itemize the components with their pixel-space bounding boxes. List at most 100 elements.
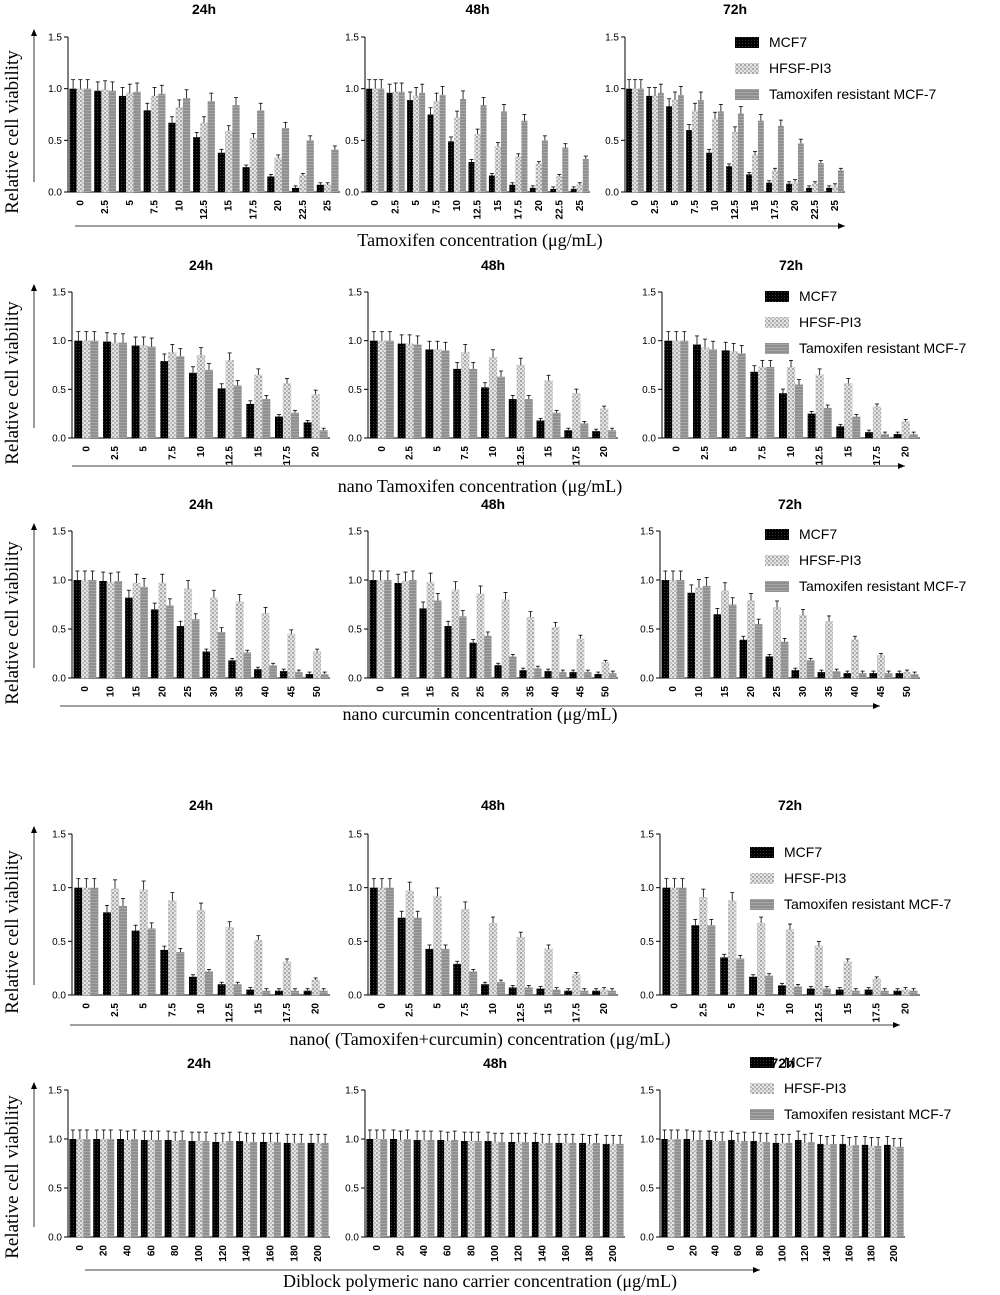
panel-48h: 48h 0.0 0.5 1.0 1.5 0 10 15 20 25 30 35 40 45 50 [348,496,618,697]
bar-hfsf-pi3 [405,890,414,996]
x-tick-label: 10 [785,1003,796,1015]
bar-tamoxifen-resistant-mcf-7 [830,1143,837,1237]
y-tick-label: 1.5 [642,288,656,299]
bar-tamoxifen-resistant-mcf-7 [521,120,528,192]
bar-hfsf-pi3 [225,359,234,439]
bar-hfsf-pi3 [585,1143,594,1238]
bar-tamoxifen-resistant-mcf-7 [182,97,191,192]
bar-tamoxifen-resistant-mcf-7 [680,340,689,438]
bar-tamoxifen-resistant-mcf-7 [785,1142,793,1237]
x-tick-label: 20 [395,1245,406,1257]
bar-hfsf-pi3 [576,184,583,193]
bar-mcf7 [864,989,873,995]
x-axis-label: nano curcumin concentration (μg/mL) [342,704,617,725]
x-tick-label: 15 [426,686,437,698]
bar-mcf7 [481,387,489,438]
y-tick-label: 1.0 [348,576,362,587]
bar-mcf7 [419,608,427,678]
bar-hfsf-pi3 [209,597,218,679]
y-tick-label: 1.5 [348,830,362,841]
y-tick-label: 0.0 [48,188,62,199]
bar-tamoxifen-resistant-mcf-7 [427,1139,435,1237]
bar-hfsf-pi3 [287,633,296,679]
y-tick-label: 1.5 [52,527,66,538]
bar-hfsf-pi3 [461,908,470,996]
legend-label: HFSF-PI3 [769,60,831,76]
bar-hfsf-pi3 [254,374,263,439]
x-tick-label: 22.5 [298,200,309,220]
bar-tamoxifen-resistant-mcf-7 [696,1139,704,1237]
bar-tamoxifen-resistant-mcf-7 [439,94,446,192]
x-tick-label: 180 [867,1245,878,1262]
bar-mcf7 [683,1139,691,1237]
bar-mcf7 [508,399,517,438]
bar-tamoxifen-resistant-mcf-7 [176,952,185,995]
bar-hfsf-pi3 [150,95,159,193]
bar-tamoxifen-resistant-mcf-7 [582,158,589,192]
bar-tamoxifen-resistant-mcf-7 [451,1139,459,1237]
x-tick-label: 7.5 [460,446,471,460]
bar-mcf7 [117,1139,125,1237]
bar-tamoxifen-resistant-mcf-7 [321,1142,329,1237]
bar-tamoxifen-resistant-mcf-7 [757,120,764,192]
legend-swatch-2 [750,1109,774,1120]
bar-mcf7 [705,1139,713,1237]
x-tick-label: 140 [242,1245,253,1262]
bar-mcf7 [536,420,545,438]
bar-hfsf-pi3 [811,183,819,193]
bar-mcf7 [646,95,653,192]
x-tick-label: 2.5 [700,446,711,460]
bar-mcf7 [893,434,902,438]
bar-hfsf-pi3 [76,88,85,193]
bar-tamoxifen-resistant-mcf-7 [480,105,487,192]
bar-hfsf-pi3 [106,581,115,679]
y-tick-label: 1.0 [52,336,66,347]
bar-tamoxifen-resistant-mcf-7 [83,1139,91,1237]
bar-tamoxifen-resistant-mcf-7 [441,948,450,995]
bar-hfsf-pi3 [249,138,258,193]
legend-label: MCF7 [799,288,837,304]
bar-mcf7 [437,1139,445,1237]
bar-tamoxifen-resistant-mcf-7 [837,170,844,192]
bar-hfsf-pi3 [538,1142,546,1238]
bar-hfsf-pi3 [474,133,481,193]
y-tick-label: 0.5 [52,385,66,396]
bar-tamoxifen-resistant-mcf-7 [794,986,802,995]
bar-mcf7 [267,176,275,192]
bar-tamoxifen-resistant-mcf-7 [823,407,832,438]
bar-mcf7 [817,672,826,678]
bar-tamoxifen-resistant-mcf-7 [297,1142,305,1237]
bar-hfsf-pi3 [196,910,206,996]
bar-mcf7 [662,887,671,995]
x-tick-label: 5 [727,1003,738,1009]
bar-mcf7 [779,393,787,438]
x-tick-label: 15 [750,200,761,212]
x-tick-label: 15 [253,446,264,458]
y-tick-label: 0.0 [640,991,654,1002]
bar-hfsf-pi3 [401,580,410,679]
legend-swatch-2 [765,581,789,592]
panel-title: 72h [770,1055,794,1071]
bar-mcf7 [407,100,414,192]
x-tick-label: 40 [261,686,272,698]
x-tick-label: 0 [370,200,381,206]
chart-row-3: Relative cell viability 24h 0.0 0.5 1.0 1.5 0 1… [2,496,966,725]
bar-tamoxifen-resistant-mcf-7 [403,1139,411,1237]
bar-mcf7 [236,1140,244,1237]
bar-tamoxifen-resistant-mcf-7 [674,1139,681,1237]
bar-tamoxifen-resistant-mcf-7 [90,887,99,995]
bar-mcf7 [579,1142,587,1237]
x-tick-label: 0 [372,1245,383,1251]
bar-tamoxifen-resistant-mcf-7 [580,990,589,995]
bar-tamoxifen-resistant-mcf-7 [874,1145,882,1237]
bar-mcf7 [259,1141,267,1237]
panel-72h: 72h 0.0 0.5 1.0 1.5 0 10 15 20 25 30 35 40 45 50 [640,496,920,697]
x-label-arrow-head [898,463,905,469]
y-tick-label: 1.0 [348,883,362,894]
bar-hfsf-pi3 [412,95,420,193]
bar-hfsf-pi3 [843,961,852,996]
x-tick-label: 12.5 [473,200,484,220]
x-tick-label: 5 [125,200,136,206]
bar-mcf7 [212,1141,220,1237]
x-tick-label: 20 [790,200,801,212]
